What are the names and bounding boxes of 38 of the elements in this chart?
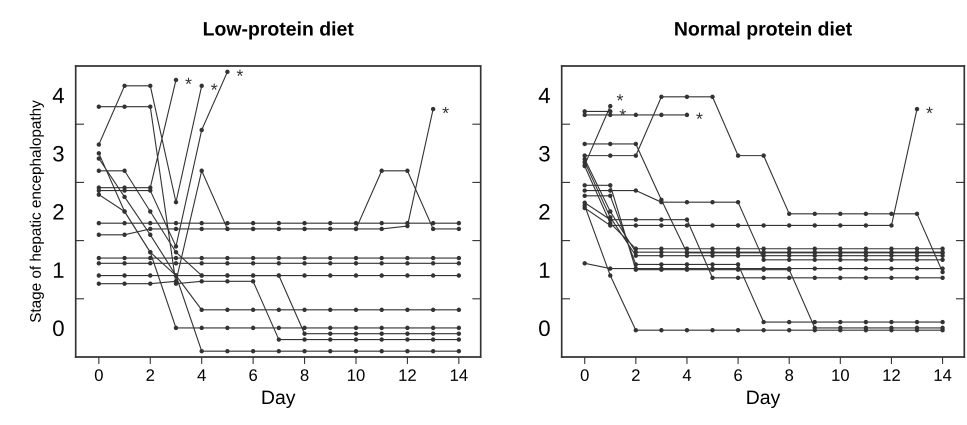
x-tick-label: 6 <box>249 369 258 382</box>
x-tick-label: 8 <box>785 369 794 382</box>
x-axis-title: Day <box>747 390 780 408</box>
y-tick-label: 3 <box>53 146 64 162</box>
y-tick-label: 2 <box>53 204 64 220</box>
y-tick-label: 0 <box>539 320 550 336</box>
annotation: * <box>696 112 703 120</box>
annotation: * <box>926 106 933 114</box>
x-tick-label: 10 <box>832 369 849 382</box>
x-axis-title: Day <box>262 390 296 408</box>
annotation: * <box>210 84 218 90</box>
annotation: * <box>442 106 449 114</box>
annotation: * <box>236 70 244 76</box>
x-tick-label: 12 <box>399 369 416 381</box>
y-tick-label: 4 <box>538 88 550 104</box>
y-tick-label: 1 <box>540 262 550 278</box>
x-tick-label: 2 <box>632 369 640 381</box>
y-tick-label: 2 <box>539 204 550 220</box>
x-tick-label: 12 <box>883 369 900 381</box>
x-tick-label: 0 <box>94 369 103 382</box>
chart-title: Normal protein diet <box>675 21 852 40</box>
y-tick-label: 1 <box>54 262 64 278</box>
y-tick-label: 3 <box>539 146 550 162</box>
y-axis-title: Stage of hepatic encephalopathy <box>30 100 44 322</box>
x-tick-label: 8 <box>300 369 308 382</box>
x-tick-label: 6 <box>734 369 742 382</box>
y-tick-label: 4 <box>52 88 64 104</box>
x-tick-label: 0 <box>580 369 589 382</box>
x-tick-label: 4 <box>197 369 206 381</box>
x-tick-label: 14 <box>934 369 952 381</box>
chart-title: Low-protein diet <box>204 21 354 40</box>
x-tick-label: 4 <box>682 369 692 381</box>
x-tick-label: 2 <box>146 369 154 381</box>
x-tick-label: 14 <box>450 369 468 381</box>
annotation: * <box>185 78 192 84</box>
y-tick-label: 0 <box>53 320 64 336</box>
annotation: * <box>616 94 624 101</box>
x-tick-label: 10 <box>348 369 365 382</box>
